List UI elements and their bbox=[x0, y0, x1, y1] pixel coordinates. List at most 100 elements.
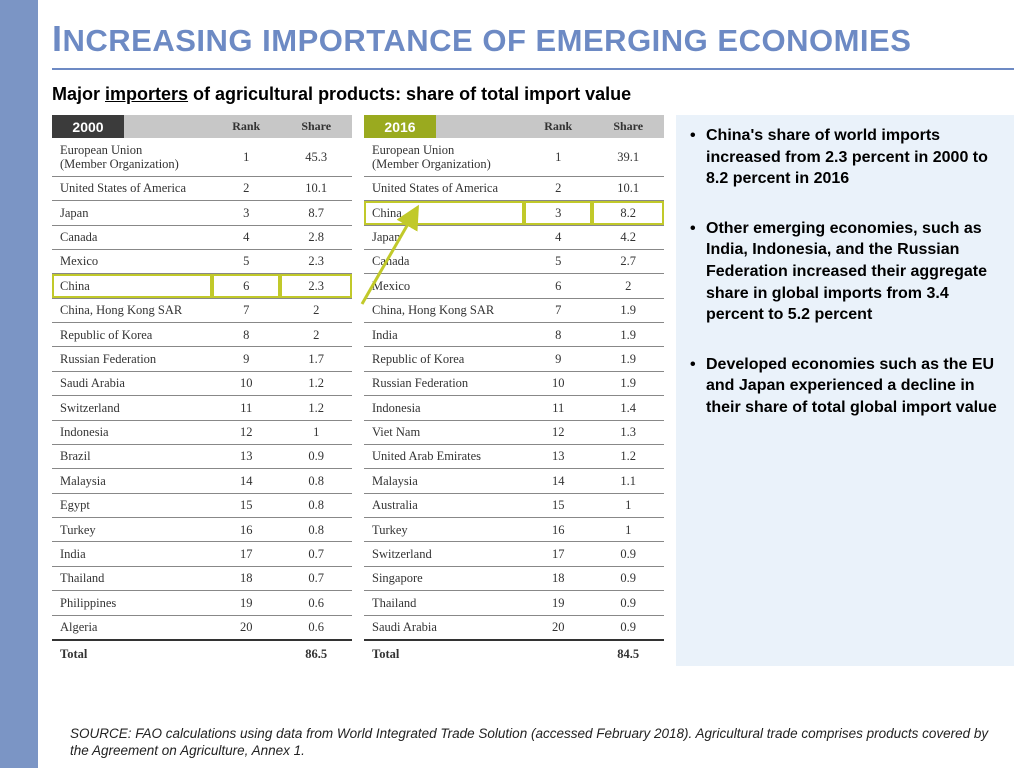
share-value: 39.1 bbox=[592, 138, 664, 176]
table-row: Australia151 bbox=[364, 493, 664, 517]
table-row: Indonesia111.4 bbox=[364, 396, 664, 420]
rank-value: 11 bbox=[212, 396, 280, 420]
rank-value: 4 bbox=[212, 225, 280, 249]
country-name: India bbox=[364, 323, 524, 347]
table-row: Indonesia121 bbox=[52, 420, 352, 444]
share-value: 0.7 bbox=[280, 566, 352, 590]
country-name: Japan bbox=[364, 225, 524, 249]
country-name: Turkey bbox=[364, 518, 524, 542]
share-value: 1.4 bbox=[592, 396, 664, 420]
table-row: Brazil130.9 bbox=[52, 444, 352, 468]
country-name: Switzerland bbox=[364, 542, 524, 566]
share-value: 1.7 bbox=[280, 347, 352, 371]
share-value: 2.3 bbox=[280, 274, 352, 298]
share-value: 8.7 bbox=[280, 201, 352, 225]
share-value: 2.3 bbox=[280, 249, 352, 273]
table-row: Switzerland170.9 bbox=[364, 542, 664, 566]
rank-value: 14 bbox=[524, 469, 592, 493]
table-row: India170.7 bbox=[52, 542, 352, 566]
share-value: 0.8 bbox=[280, 518, 352, 542]
country-name: China bbox=[364, 201, 524, 225]
year-badge-2000: 2000 bbox=[52, 115, 124, 138]
share-value: 0.9 bbox=[592, 542, 664, 566]
source-note: SOURCE: FAO calculations using data from… bbox=[70, 726, 1004, 760]
table-2016-wrap: 2016 Rank Share European Union (Member O… bbox=[364, 115, 664, 666]
share-value: 8.2 bbox=[592, 201, 664, 225]
table-row: China62.3 bbox=[52, 274, 352, 298]
table-row: United Arab Emirates131.2 bbox=[364, 444, 664, 468]
table-2000-wrap: 2000 Rank Share European Union (Member O… bbox=[52, 115, 352, 666]
table-row: Switzerland111.2 bbox=[52, 396, 352, 420]
rank-value: 15 bbox=[524, 493, 592, 517]
table-row: United States of America210.1 bbox=[52, 176, 352, 200]
table-row: Republic of Korea91.9 bbox=[364, 347, 664, 371]
share-value: 1.9 bbox=[592, 347, 664, 371]
table-row: Saudi Arabia101.2 bbox=[52, 371, 352, 395]
rank-value: 17 bbox=[212, 542, 280, 566]
col-rank: Rank bbox=[212, 115, 280, 138]
rank-value: 20 bbox=[212, 615, 280, 640]
rank-value: 20 bbox=[524, 615, 592, 640]
rank-value: 7 bbox=[524, 298, 592, 322]
country-name: Canada bbox=[364, 249, 524, 273]
rank-value: 5 bbox=[524, 249, 592, 273]
country-name: Saudi Arabia bbox=[52, 371, 212, 395]
table-row: Russian Federation101.9 bbox=[364, 371, 664, 395]
share-value: 45.3 bbox=[280, 138, 352, 176]
total-value: 84.5 bbox=[592, 640, 664, 666]
share-value: 0.6 bbox=[280, 591, 352, 615]
share-value: 1.3 bbox=[592, 420, 664, 444]
rank-value: 16 bbox=[524, 518, 592, 542]
share-value: 1.2 bbox=[592, 444, 664, 468]
total-blank bbox=[212, 640, 280, 666]
rank-value: 12 bbox=[524, 420, 592, 444]
rank-value: 4 bbox=[524, 225, 592, 249]
rank-value: 10 bbox=[524, 371, 592, 395]
rank-value: 16 bbox=[212, 518, 280, 542]
rank-value: 10 bbox=[212, 371, 280, 395]
country-name: Mexico bbox=[52, 249, 212, 273]
table-row: Egypt150.8 bbox=[52, 493, 352, 517]
table-row: Turkey161 bbox=[364, 518, 664, 542]
year-header-2016: 2016 bbox=[364, 115, 524, 138]
country-name: Saudi Arabia bbox=[364, 615, 524, 640]
table-row: China38.2 bbox=[364, 201, 664, 225]
subtitle-underline: importers bbox=[105, 84, 188, 104]
share-value: 0.7 bbox=[280, 542, 352, 566]
table-row: Algeria200.6 bbox=[52, 615, 352, 640]
table-row: India81.9 bbox=[364, 323, 664, 347]
accent-sidebar bbox=[0, 0, 38, 768]
table-row: Canada42.8 bbox=[52, 225, 352, 249]
share-value: 1 bbox=[280, 420, 352, 444]
country-name: United Arab Emirates bbox=[364, 444, 524, 468]
rank-value: 5 bbox=[212, 249, 280, 273]
slide-title: INCREASING IMPORTANCE OF EMERGING ECONOM… bbox=[52, 18, 1014, 60]
bullet-list: China's share of world imports increased… bbox=[682, 125, 1000, 419]
content-row: 2000 Rank Share European Union (Member O… bbox=[52, 115, 1014, 666]
share-value: 10.1 bbox=[280, 176, 352, 200]
country-name: Mexico bbox=[364, 274, 524, 298]
subtitle-post: of agricultural products: share of total… bbox=[188, 84, 631, 104]
share-value: 1.1 bbox=[592, 469, 664, 493]
col-rank: Rank bbox=[524, 115, 592, 138]
table-row: Malaysia141.1 bbox=[364, 469, 664, 493]
rank-value: 1 bbox=[212, 138, 280, 176]
rank-value: 3 bbox=[212, 201, 280, 225]
table-row: Malaysia140.8 bbox=[52, 469, 352, 493]
slide-content: INCREASING IMPORTANCE OF EMERGING ECONOM… bbox=[52, 18, 1014, 666]
bullet-item: Other emerging economies, such as India,… bbox=[682, 218, 1000, 326]
rank-value: 13 bbox=[524, 444, 592, 468]
table-row: Turkey160.8 bbox=[52, 518, 352, 542]
table-row: Thailand190.9 bbox=[364, 591, 664, 615]
share-value: 1.9 bbox=[592, 298, 664, 322]
rank-value: 12 bbox=[212, 420, 280, 444]
share-value: 1.2 bbox=[280, 371, 352, 395]
country-name: Canada bbox=[52, 225, 212, 249]
table-row: Canada52.7 bbox=[364, 249, 664, 273]
table-row: Philippines190.6 bbox=[52, 591, 352, 615]
country-name: India bbox=[52, 542, 212, 566]
country-name: Indonesia bbox=[52, 420, 212, 444]
table-row: Russian Federation91.7 bbox=[52, 347, 352, 371]
table-2000: 2000 Rank Share European Union (Member O… bbox=[52, 115, 352, 666]
share-value: 0.8 bbox=[280, 493, 352, 517]
